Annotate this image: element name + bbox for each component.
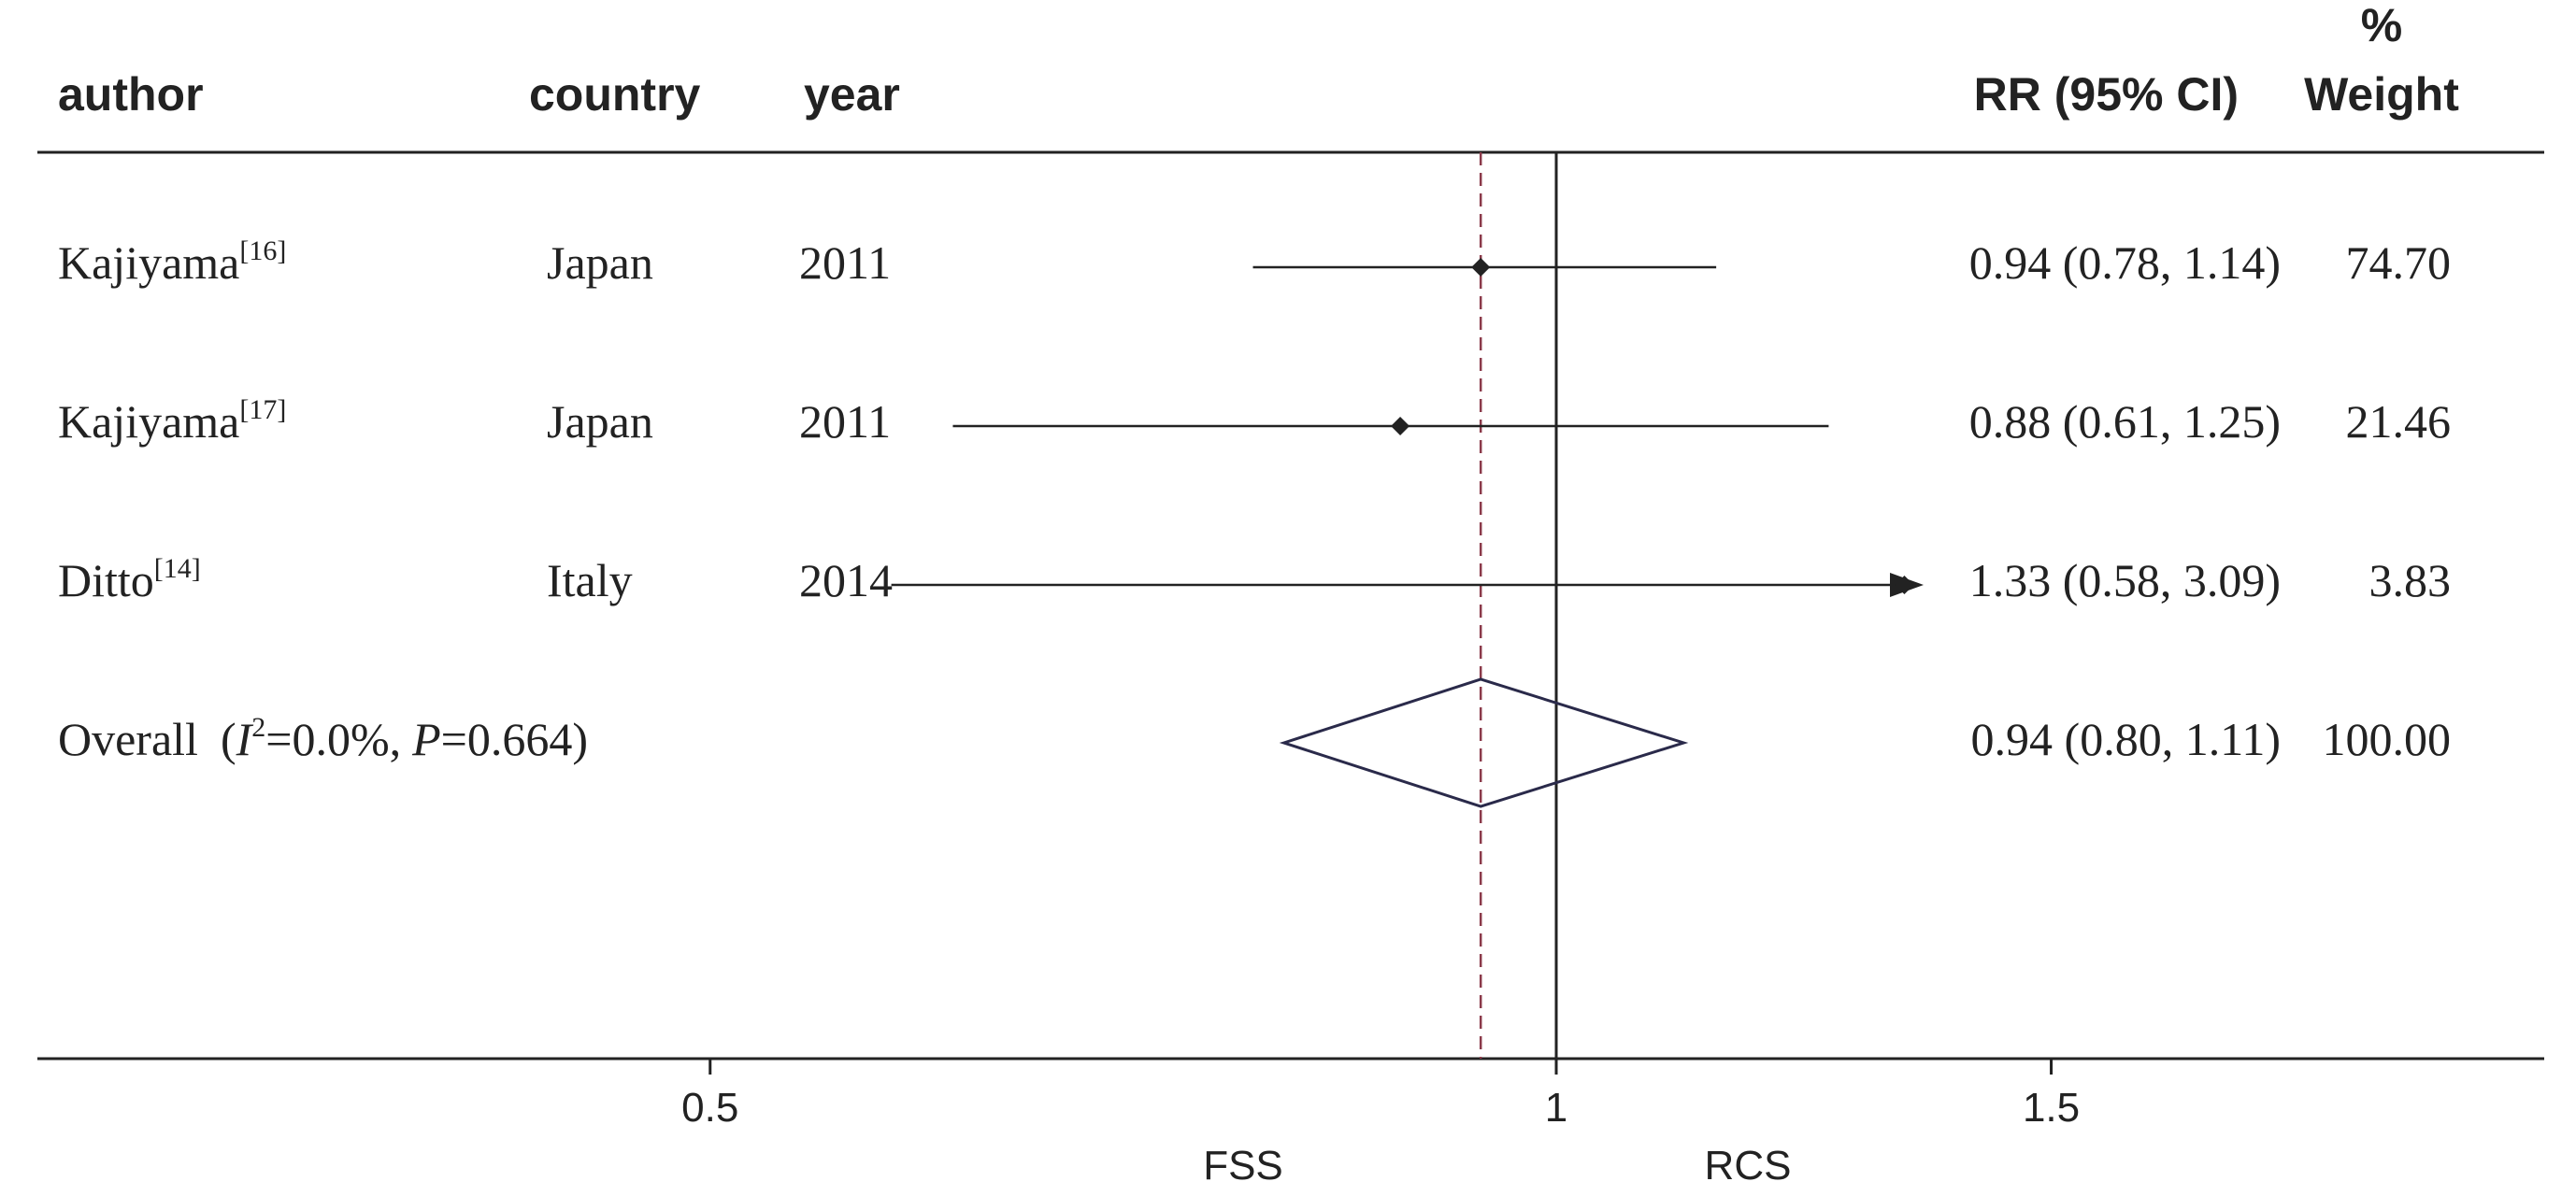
overall-weight: 100.00: [2323, 713, 2452, 765]
study-country: Italy: [547, 554, 633, 606]
x-right-label: RCS: [1705, 1143, 1792, 1189]
header-weight: Weight: [2304, 68, 2459, 121]
study-weight: 3.83: [2369, 554, 2452, 606]
x-left-label: FSS: [1203, 1143, 1283, 1189]
study-year: 2011: [799, 236, 891, 289]
plot-marks: [708, 152, 2054, 1075]
overall-diamond: [1279, 677, 1689, 808]
header-weight-percent: %: [2361, 0, 2402, 51]
header-author: author: [58, 68, 204, 121]
study-country: Japan: [547, 236, 653, 289]
overall-ci: 0.94 (0.80, 1.11): [1971, 713, 2281, 765]
study-row: Kajiyama[16] Japan 2011 0.94 (0.78, 1.14…: [58, 235, 2451, 289]
study-ci: 0.88 (0.61, 1.25): [1969, 395, 2281, 448]
study-weight: 21.46: [2346, 395, 2452, 448]
header-rr: RR (95% CI): [1974, 68, 2239, 121]
study-author: Kajiyama[16]: [58, 235, 286, 289]
study-weight: 74.70: [2346, 236, 2452, 289]
point-estimate: [1471, 258, 1491, 277]
study-author: Kajiyama[17]: [58, 394, 286, 448]
x-tick-label: 1.5: [2023, 1085, 2080, 1131]
study-year: 2014: [799, 554, 893, 606]
study-author: Ditto[14]: [58, 553, 201, 606]
study-ci: 1.33 (0.58, 3.09): [1969, 554, 2281, 606]
header-year: year: [804, 68, 900, 121]
study-year: 2011: [799, 395, 891, 448]
overall-label: Overall (I2=0.0%, P=0.664): [58, 712, 588, 765]
point-estimate: [1895, 576, 1914, 594]
study-ci: 0.94 (0.78, 1.14): [1969, 236, 2281, 289]
study-row: Kajiyama[17] Japan 2011 0.88 (0.61, 1.25…: [58, 394, 2451, 448]
x-tick-label: 1: [1545, 1085, 1567, 1131]
study-country: Japan: [547, 395, 653, 448]
point-estimate: [1391, 417, 1410, 435]
header-country: country: [529, 68, 701, 121]
x-tick-label: 0.5: [681, 1085, 738, 1131]
study-row: Ditto[14] Italy 2014 1.33 (0.58, 3.09) 3…: [58, 553, 2451, 606]
